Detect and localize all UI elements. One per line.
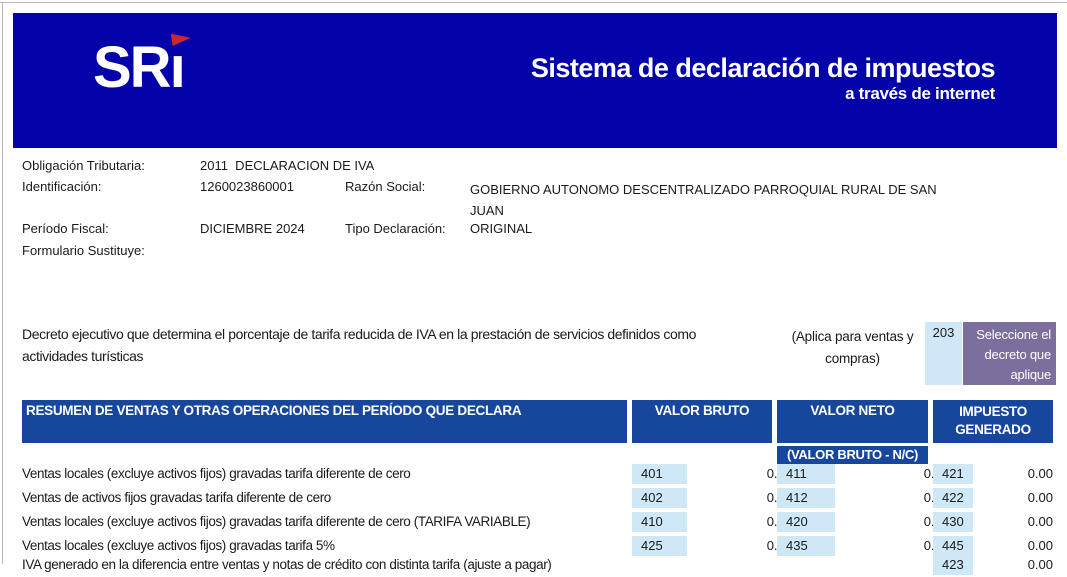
- table-row: Ventas locales (excluye activos fijos) g…: [22, 464, 1053, 486]
- table-row: IVA generado en la diferencia entre vent…: [22, 555, 1053, 577]
- neto-code-cell: 435: [777, 536, 835, 556]
- tipo-declaracion-value: ORIGINAL: [470, 221, 533, 236]
- periodo-fiscal-value: DICIEMBRE 2024: [200, 221, 305, 236]
- page-border-top: [0, 2, 1067, 3]
- neto-code-cell: 420: [777, 512, 835, 532]
- sri-logo: SRı: [93, 33, 191, 97]
- identificacion-label: Identificación:: [22, 179, 102, 194]
- page-border-left: [2, 2, 3, 564]
- field-code-203: 203: [925, 322, 962, 385]
- bruto-code-cell: 401: [632, 464, 687, 484]
- impuesto-code-cell: 430: [933, 512, 973, 532]
- table-row: Ventas locales (excluye activos fijos) g…: [22, 512, 1053, 534]
- impuesto-value-field[interactable]: 0.00: [1027, 538, 1053, 553]
- bruto-code-cell: 410: [632, 512, 687, 532]
- impuesto-value-field[interactable]: 0.00: [1027, 466, 1053, 481]
- system-subtitle: a través de internet: [845, 84, 995, 103]
- sri-logo-i: ı: [170, 33, 191, 97]
- column-header-valor-neto: VALOR NETO: [777, 400, 928, 443]
- column-header-valor-bruto: VALOR BRUTO: [632, 400, 772, 443]
- periodo-fiscal-label: Período Fiscal:: [22, 221, 109, 236]
- row-label: Ventas locales (excluye activos fijos) g…: [22, 538, 335, 553]
- neto-code-cell: 412: [777, 488, 835, 508]
- impuesto-value-field[interactable]: 0.00: [1027, 514, 1053, 529]
- neto-code-cell: 411: [777, 464, 835, 484]
- decreto-description: Decreto ejecutivo que determina el porce…: [22, 326, 696, 364]
- decreto-dropdown[interactable]: Seleccione el decreto que aplique: [963, 322, 1056, 385]
- row-label: Ventas locales (excluye activos fijos) g…: [22, 514, 531, 529]
- row-label: IVA generado en la diferencia entre vent…: [22, 557, 552, 572]
- impuesto-value-field[interactable]: 0.00: [1027, 557, 1053, 572]
- subheader-valor-bruto-nc: (VALOR BRUTO - N/C): [777, 446, 928, 464]
- bruto-code-cell: 402: [632, 488, 687, 508]
- obligacion-tributaria-label: Obligación Tributaria:: [22, 158, 145, 173]
- tipo-declaracion-label: Tipo Declaración:: [345, 221, 446, 236]
- obligacion-tributaria-value: 2011 DECLARACION DE IVA: [200, 158, 375, 173]
- column-header-impuesto-generado: IMPUESTO GENERADO: [933, 400, 1053, 443]
- table-row: Ventas de activos fijos gravadas tarifa …: [22, 488, 1053, 510]
- formulario-sustituye-label: Formulario Sustituye:: [22, 243, 145, 258]
- razon-social-label: Razón Social:: [345, 179, 426, 194]
- system-title: Sistema de declaración de impuestos: [530, 53, 996, 83]
- sri-logo-text: SR: [93, 35, 172, 100]
- row-label: Ventas de activos fijos gravadas tarifa …: [22, 490, 331, 505]
- impuesto-code-cell: 423: [933, 555, 973, 575]
- banner-titles: Sistema de declaración de impuestos a tr…: [530, 53, 996, 105]
- impuesto-code-cell: 445: [933, 536, 973, 556]
- row-label: Ventas locales (excluye activos fijos) g…: [22, 466, 411, 481]
- impuesto-value-field[interactable]: 0.00: [1027, 490, 1053, 505]
- table-row: Ventas locales (excluye activos fijos) g…: [22, 536, 1053, 558]
- aplica-note: (Aplica para ventas y compras): [791, 329, 914, 366]
- razon-social-value: GOBIERNO AUTONOMO DESCENTRALIZADO PARROQ…: [470, 182, 941, 218]
- table-title-header: RESUMEN DE VENTAS Y OTRAS OPERACIONES DE…: [22, 400, 627, 443]
- impuesto-code-cell: 421: [933, 464, 973, 484]
- bruto-code-cell: 425: [632, 536, 687, 556]
- header-banner: SRı Sistema de declaración de impuestos …: [13, 13, 1057, 148]
- identificacion-value: 1260023860001: [200, 179, 294, 194]
- impuesto-code-cell: 422: [933, 488, 973, 508]
